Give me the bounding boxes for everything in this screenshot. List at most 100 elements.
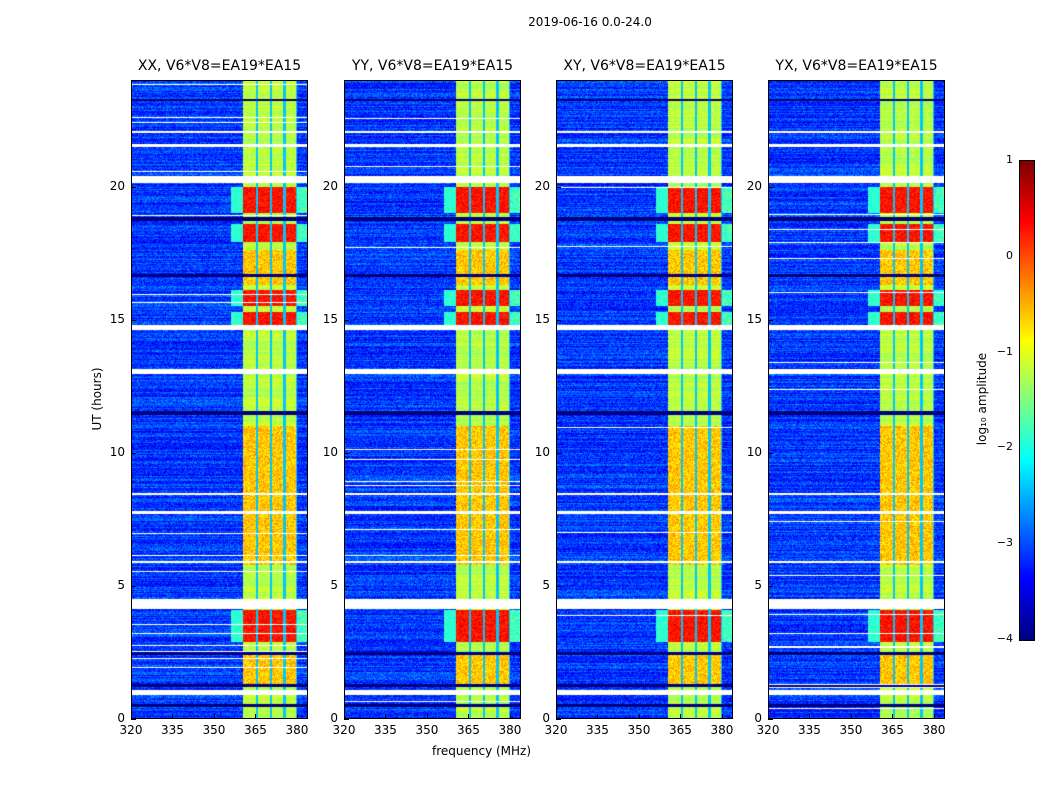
y-tick-label: 20 [746, 178, 762, 193]
y-tick-label: 5 [542, 577, 550, 592]
x-tick-mark [597, 714, 599, 719]
y-tick-label: 20 [322, 178, 338, 193]
x-tick-mark [468, 714, 470, 719]
y-tick-mark [344, 585, 349, 587]
x-tick-label: 320 [756, 723, 780, 737]
x-tick-label: 335 [798, 723, 821, 737]
y-tick-mark [556, 186, 561, 188]
panel-3: YX, V6*V8=EA19*EA15 320 335 350 365 380 0 5 10 15… [747, 58, 946, 737]
x-tick-label: 350 [839, 723, 863, 737]
panel-1: YY, V6*V8=EA19*EA15 320 335 350 365 380 0 5 10 15… [323, 58, 522, 737]
y-tick-mark [768, 319, 773, 321]
x-tick-label: 320 [119, 723, 143, 737]
x-tick-mark [172, 714, 174, 719]
y-tick-label: 10 [322, 444, 338, 459]
y-tick-mark [131, 186, 136, 188]
x-tick-label: 365 [244, 723, 267, 737]
x-tick-mark [385, 714, 387, 719]
x-tick-label: 380 [498, 723, 522, 737]
axes-frame [556, 80, 733, 719]
heatmap [344, 80, 521, 719]
x-tick-mark [131, 714, 132, 719]
x-tick-mark [255, 714, 257, 719]
x-tick-label: 335 [161, 723, 184, 737]
x-tick-label: 335 [374, 723, 397, 737]
y-tick-mark [768, 585, 773, 587]
x-tick-label: 350 [415, 723, 439, 737]
y-tick-label: 20 [109, 178, 125, 193]
x-tick-mark [680, 714, 682, 719]
axes-frame [344, 80, 521, 719]
y-tick-mark [768, 452, 773, 454]
y-tick-label: 0 [542, 711, 550, 725]
y-tick-mark [344, 186, 349, 188]
heatmap [131, 80, 308, 719]
y-tick-mark [556, 719, 561, 720]
y-tick-mark [344, 452, 349, 454]
x-tick-label: 380 [285, 723, 309, 737]
x-tick-label: 365 [669, 723, 692, 737]
axes-frame [768, 80, 945, 719]
x-tick-label: 365 [457, 723, 480, 737]
heatmap [768, 80, 945, 719]
x-tick-mark [768, 714, 769, 719]
x-tick-mark [213, 714, 215, 719]
x-tick-label: 380 [922, 723, 946, 737]
y-tick-label: 15 [746, 311, 762, 326]
y-tick-mark [556, 585, 561, 587]
x-tick-mark [296, 714, 298, 719]
x-tick-label: 350 [202, 723, 226, 737]
figure-title: 2019-06-16 0.0-24.0 [528, 15, 652, 29]
y-axis-label: UT (hours) [90, 367, 104, 431]
y-tick-label: 15 [322, 311, 338, 326]
y-tick-label: 10 [109, 444, 125, 459]
x-tick-label: 335 [586, 723, 609, 737]
x-tick-mark [850, 714, 852, 719]
y-tick-label: 0 [754, 711, 762, 725]
y-tick-label: 10 [746, 444, 762, 459]
colorbar-tick-label: 1 [1006, 153, 1013, 166]
y-tick-label: 0 [117, 711, 125, 725]
y-tick-label: 20 [534, 178, 550, 193]
y-tick-label: 5 [330, 577, 338, 592]
colorbar-tick-label: −1 [996, 344, 1013, 358]
colorbar-label: log₁₀ amplitude [975, 352, 989, 446]
y-tick-label: 0 [330, 711, 338, 725]
x-tick-mark [344, 714, 345, 719]
x-tick-mark [638, 714, 640, 719]
heatmap [556, 80, 733, 719]
y-tick-mark [556, 452, 561, 454]
x-tick-label: 350 [627, 723, 651, 737]
y-tick-mark [131, 452, 136, 454]
colorbar-tick-label: −3 [996, 536, 1013, 550]
y-tick-label: 10 [534, 444, 550, 459]
panel-title: YY, V6*V8=EA19*EA15 [351, 58, 514, 74]
panel-title: YX, V6*V8=EA19*EA15 [775, 58, 938, 74]
panel-title: XY, V6*V8=EA19*EA15 [563, 58, 726, 74]
y-tick-mark [344, 319, 349, 321]
x-tick-mark [809, 714, 811, 719]
y-tick-mark [768, 719, 773, 720]
x-tick-mark [933, 714, 935, 719]
x-axis-label: frequency (MHz) [432, 744, 532, 758]
y-tick-mark [768, 186, 773, 188]
x-tick-label: 365 [881, 723, 904, 737]
x-tick-label: 320 [544, 723, 568, 737]
x-tick-mark [721, 714, 723, 719]
y-tick-mark [344, 719, 349, 720]
y-tick-mark [131, 319, 136, 321]
panel-0: XX, V6*V8=EA19*EA15 320 335 350 365 380 0 5 10 15… [110, 58, 309, 737]
colorbar-tick-label: −4 [996, 632, 1013, 645]
y-tick-label: 15 [534, 311, 550, 326]
axes-frame [131, 80, 308, 719]
x-tick-mark [892, 714, 894, 719]
panel-title: XX, V6*V8=EA19*EA15 [137, 58, 302, 74]
x-tick-label: 380 [710, 723, 734, 737]
colorbar-tick-label: 0 [1006, 248, 1013, 262]
panel-2: XY, V6*V8=EA19*EA15 320 335 350 365 380 0 5 10 15… [535, 58, 734, 737]
x-tick-mark [556, 714, 557, 719]
x-tick-mark [426, 714, 428, 719]
colorbar [1019, 160, 1035, 641]
colorbar-tick-label: −2 [996, 440, 1013, 454]
